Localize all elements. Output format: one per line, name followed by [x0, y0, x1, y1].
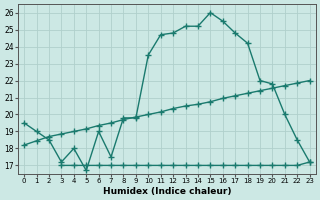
- X-axis label: Humidex (Indice chaleur): Humidex (Indice chaleur): [103, 187, 231, 196]
